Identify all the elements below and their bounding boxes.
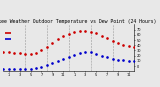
Title: Milwaukee Weather Outdoor Temperature vs Dew Point (24 Hours): Milwaukee Weather Outdoor Temperature vs… xyxy=(0,19,156,24)
